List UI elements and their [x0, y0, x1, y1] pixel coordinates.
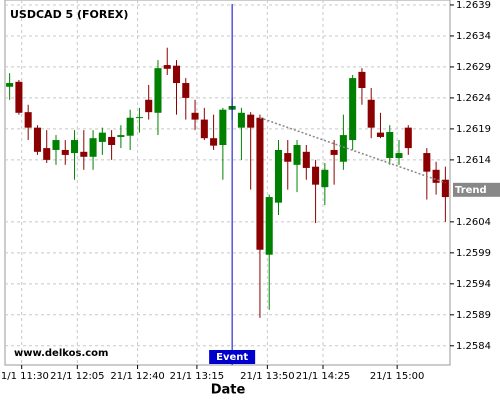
- candle-body: [404, 127, 412, 149]
- candle-body: [52, 140, 60, 150]
- candle-body: [145, 99, 153, 113]
- candle-body: [386, 131, 394, 159]
- candle-body: [80, 151, 88, 157]
- candle-body: [15, 81, 23, 113]
- x-tick-label: 21/1 12:05: [50, 371, 104, 382]
- candle-body: [274, 149, 283, 203]
- y-tick-label: 1.2639: [456, 0, 491, 11]
- candle-body: [117, 135, 125, 137]
- candle-body: [284, 153, 292, 162]
- candle-body: [265, 197, 273, 255]
- candle-body: [98, 132, 106, 142]
- candle-body: [339, 135, 347, 162]
- candle-body: [24, 112, 32, 128]
- candle-body: [191, 112, 199, 120]
- event-label: Event: [216, 352, 248, 363]
- y-tick-label: 1.2614: [456, 155, 491, 166]
- candle-body: [395, 153, 403, 159]
- candle-body: [172, 65, 181, 84]
- y-tick-label: 1.2629: [456, 62, 491, 73]
- y-tick-label: 1.2584: [456, 341, 491, 352]
- y-tick-label: 1.2589: [456, 310, 491, 321]
- x-axis-title: Date: [211, 383, 246, 398]
- candle-body: [126, 117, 134, 136]
- candle-body: [247, 114, 255, 128]
- x-tick-label: 21/1 13:15: [170, 371, 224, 382]
- y-tick-label: 1.2604: [456, 217, 491, 228]
- y-tick-label: 1.2624: [456, 93, 491, 104]
- x-tick-label: 21/1 13:50: [240, 371, 294, 382]
- x-tick-label: 21/1 15:00: [370, 371, 424, 382]
- candle-body: [256, 117, 264, 250]
- candle-body: [71, 140, 79, 154]
- y-tick-label: 1.2634: [456, 31, 491, 42]
- candle-body: [312, 166, 320, 185]
- candle-body: [61, 149, 69, 155]
- candle-body: [182, 83, 190, 98]
- candle-body: [349, 78, 357, 141]
- candle-body: [200, 119, 208, 139]
- candle-body: [33, 127, 41, 152]
- candle-body: [376, 132, 384, 137]
- watermark: www.delkos.com: [14, 348, 108, 359]
- chart-title: USDCAD 5 (FOREX): [10, 8, 128, 21]
- candle-body: [432, 169, 440, 183]
- y-tick-label: 1.2599: [456, 248, 491, 259]
- y-tick-label: 1.2594: [456, 279, 491, 290]
- plot-area: [4, 0, 451, 366]
- candle-body: [154, 68, 162, 113]
- trend-label: Trend: [455, 185, 487, 196]
- candle-body: [163, 65, 171, 69]
- candle-body: [358, 71, 366, 88]
- trend-label-box: [453, 182, 500, 197]
- x-tick-label: 21/1 14:25: [296, 371, 350, 382]
- candle-body: [89, 138, 97, 157]
- candle-body: [302, 151, 310, 168]
- trend-line: [259, 117, 446, 184]
- candle-body: [135, 117, 143, 119]
- candle-body: [367, 99, 375, 128]
- candle-body: [441, 179, 449, 198]
- candle-body: [108, 136, 116, 146]
- candle-body: [210, 138, 218, 146]
- candle-body: [330, 149, 338, 155]
- candle-body: [237, 112, 245, 128]
- event-label-box: [209, 350, 256, 364]
- candle-body: [219, 109, 227, 146]
- candle-body: [293, 145, 301, 165]
- x-tick-label: 21/1 12:40: [110, 371, 164, 382]
- y-tick-label: 1.2619: [456, 124, 491, 135]
- candle-body: [6, 83, 14, 87]
- candle-body: [423, 153, 431, 172]
- x-tick-label: 21/1 11:30: [0, 371, 49, 382]
- candle-body: [43, 148, 51, 160]
- candle-body: [321, 169, 329, 188]
